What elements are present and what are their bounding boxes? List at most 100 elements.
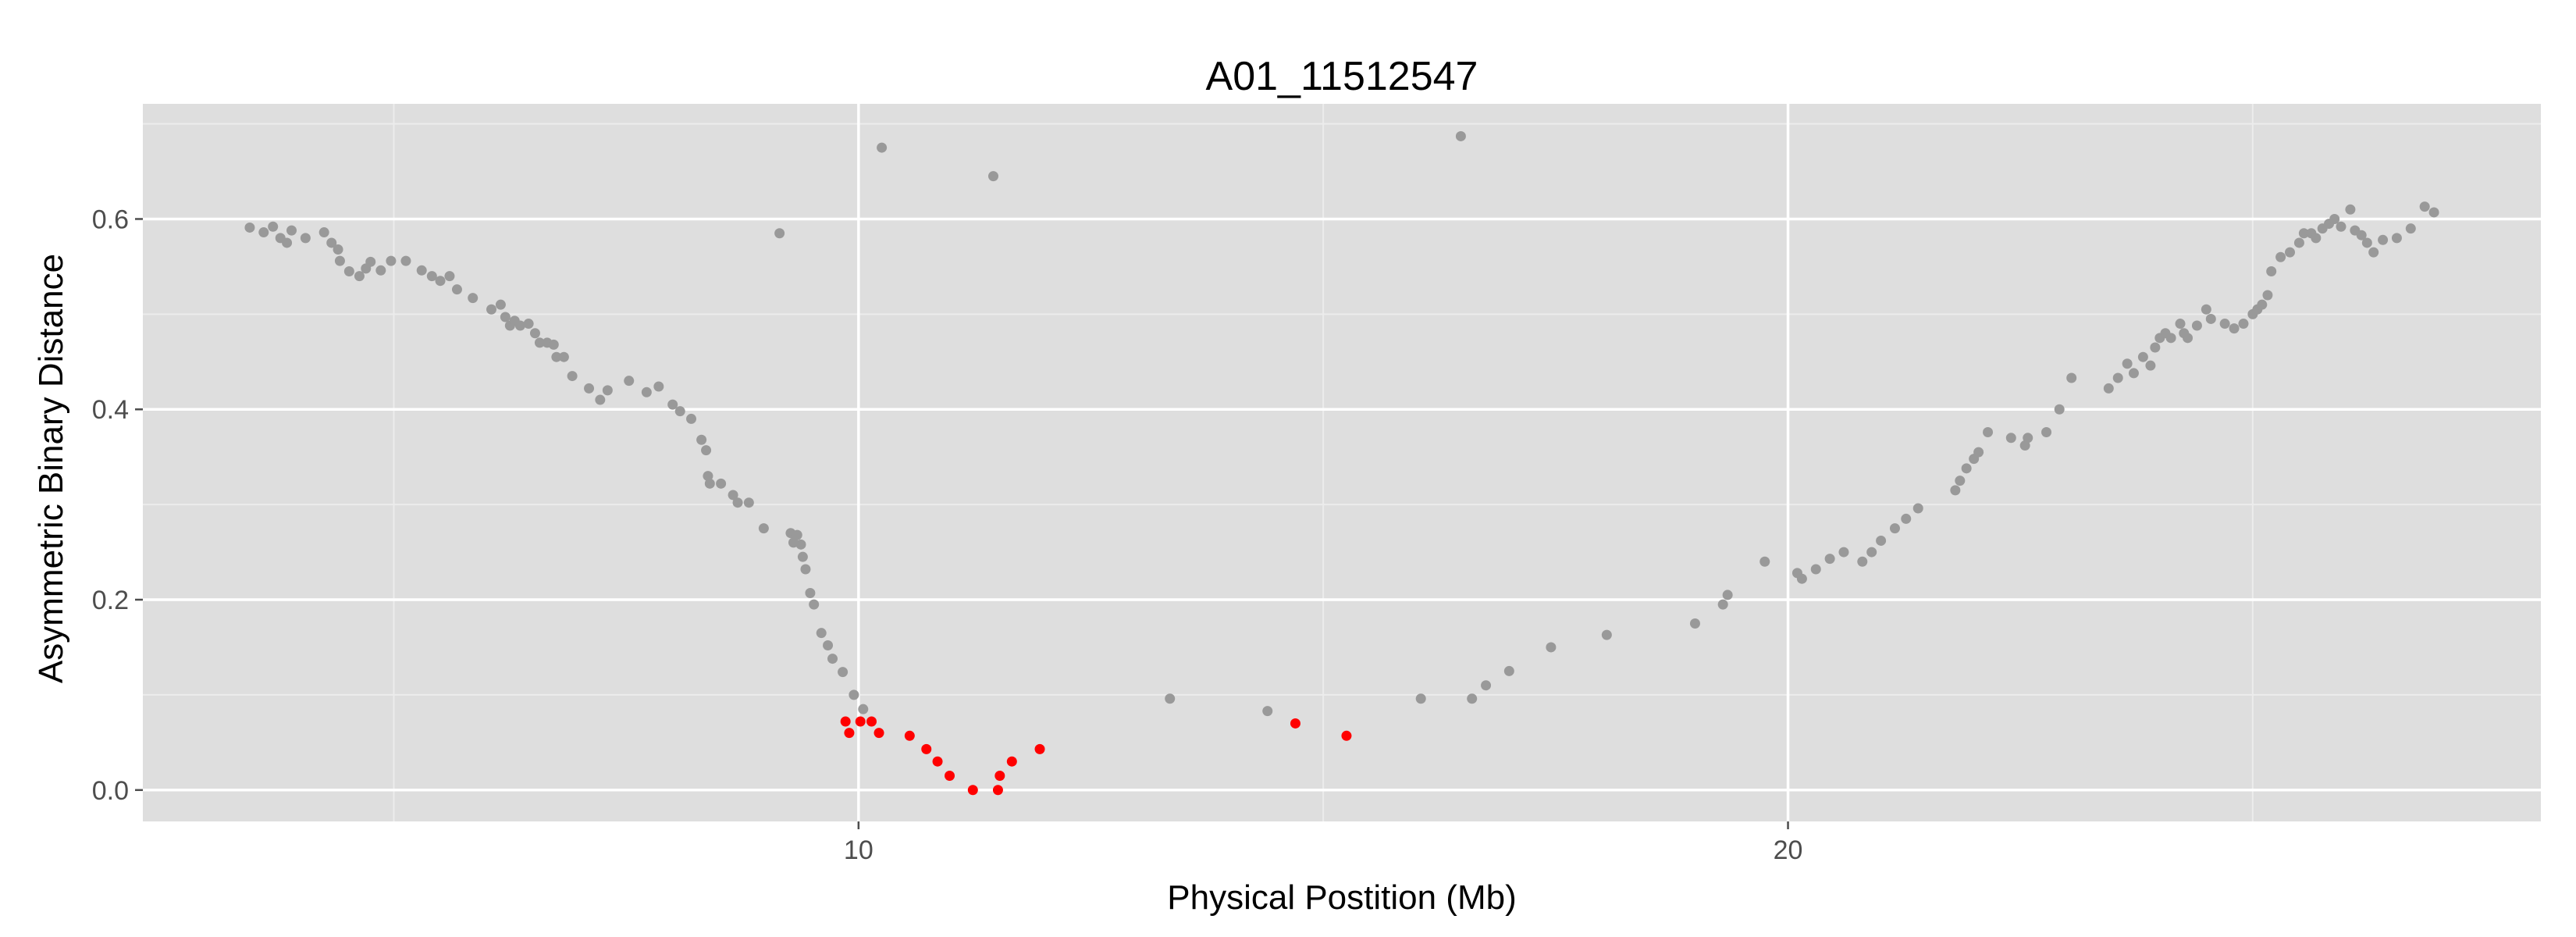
data-point [758, 523, 769, 534]
data-point [2391, 233, 2402, 244]
data-point [551, 351, 562, 362]
data-point [686, 413, 697, 424]
data-point [1950, 485, 1961, 496]
data-point [800, 564, 811, 575]
data-point [567, 371, 578, 382]
data-point [2405, 223, 2416, 234]
plot-panel [143, 104, 2541, 821]
data-point [375, 265, 386, 276]
data-point [858, 704, 869, 714]
data-point [1961, 463, 1972, 474]
data-point [286, 225, 297, 236]
data-point [2150, 342, 2161, 353]
y-tick-label: 0.0 [92, 776, 129, 806]
data-point [866, 716, 877, 727]
data-point [1983, 426, 1994, 437]
data-point [495, 299, 506, 310]
data-point [2361, 237, 2372, 248]
data-point [704, 478, 715, 489]
data-point [400, 255, 411, 266]
data-point [932, 756, 943, 767]
data-point [795, 539, 806, 550]
data-point [2191, 320, 2202, 331]
data-point [2128, 368, 2139, 379]
data-point [823, 640, 834, 651]
data-point [2183, 333, 2194, 344]
data-point [468, 293, 479, 304]
data-point [354, 271, 365, 282]
data-point [1866, 547, 1877, 558]
y-tick-label: 0.2 [92, 586, 129, 615]
y-tick-label: 0.4 [92, 395, 129, 425]
data-point [529, 328, 540, 339]
data-point [514, 320, 525, 331]
data-point [792, 529, 802, 540]
data-point [653, 381, 664, 392]
data-point [1722, 590, 1733, 600]
data-point [2378, 234, 2389, 245]
data-point [1857, 556, 1868, 567]
data-point [2257, 299, 2268, 310]
data-point [2229, 323, 2240, 334]
data-point [1973, 447, 1984, 458]
data-point [333, 244, 343, 255]
data-point [716, 478, 727, 489]
data-point [1165, 693, 1176, 704]
data-point [602, 385, 613, 396]
data-point [365, 256, 376, 267]
data-point [674, 406, 685, 417]
minor-gridlines [143, 104, 2541, 821]
data-point [1901, 513, 1912, 524]
data-point [994, 770, 1005, 781]
data-point [1601, 629, 1612, 640]
data-point [1689, 618, 1700, 629]
data-point [435, 276, 446, 287]
data-point [667, 399, 678, 410]
data-point [921, 743, 932, 754]
data-point [809, 599, 820, 610]
data-point [334, 255, 345, 266]
data-point [1503, 665, 1514, 676]
data-point [1824, 554, 1835, 565]
data-point [992, 785, 1003, 796]
data-point [2145, 360, 2156, 371]
data-point [2165, 333, 2176, 344]
data-point [827, 654, 838, 664]
data-point [2005, 433, 2016, 444]
data-point [2238, 319, 2249, 330]
data-point [873, 728, 884, 739]
x-axis: 10 20 [844, 821, 1802, 865]
y-axis: 0.0 0.2 0.4 0.6 [92, 205, 143, 806]
data-point [2298, 228, 2309, 239]
y-axis-title: Asymmetric Binary Distance [32, 254, 70, 683]
data-point [1838, 547, 1849, 558]
data-point [343, 266, 354, 277]
data-point [1796, 573, 1807, 584]
data-point [386, 255, 397, 266]
x-tick-label: 10 [844, 835, 873, 865]
data-point [244, 222, 255, 233]
data-point [2205, 313, 2216, 324]
major-gridlines [143, 104, 2541, 821]
data-point [2066, 372, 2077, 383]
data-point [1717, 599, 1728, 610]
data-points [244, 130, 2439, 796]
x-axis-title: Physical Postition (Mb) [1167, 878, 1516, 917]
data-point [258, 227, 269, 238]
data-point [967, 785, 978, 796]
data-point [1034, 743, 1045, 754]
data-point [2041, 426, 2052, 437]
data-point [797, 551, 808, 562]
data-point [2103, 383, 2114, 394]
data-point [595, 394, 606, 405]
data-point [696, 434, 707, 445]
data-point [1889, 523, 1900, 534]
data-point [584, 383, 595, 394]
data-point [1341, 730, 1352, 741]
data-point [816, 628, 827, 639]
y-tick-label: 0.6 [92, 205, 129, 234]
data-point [877, 142, 888, 153]
data-point [844, 728, 855, 739]
data-point [2329, 213, 2340, 224]
